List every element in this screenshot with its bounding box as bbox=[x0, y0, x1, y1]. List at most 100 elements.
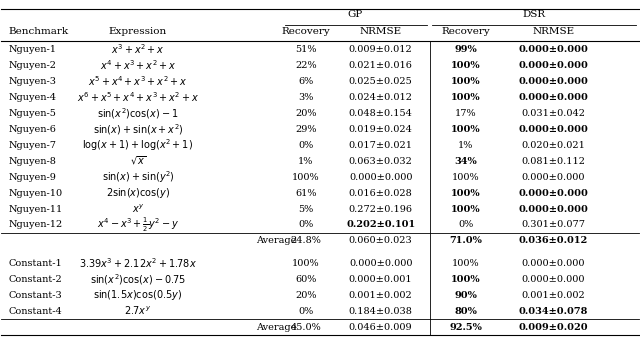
Text: Benchmark: Benchmark bbox=[8, 27, 68, 36]
Text: 1%: 1% bbox=[458, 141, 474, 150]
Text: 100%: 100% bbox=[451, 275, 481, 284]
Text: Expression: Expression bbox=[109, 27, 167, 36]
Text: 0.025±0.025: 0.025±0.025 bbox=[349, 77, 413, 86]
Text: 100%: 100% bbox=[451, 125, 481, 134]
Text: 0.000±0.000: 0.000±0.000 bbox=[349, 172, 412, 181]
Text: 100%: 100% bbox=[452, 172, 479, 181]
Text: NRMSE: NRMSE bbox=[360, 27, 402, 36]
Text: 0.060±0.023: 0.060±0.023 bbox=[349, 236, 413, 245]
Text: Nguyen-12: Nguyen-12 bbox=[8, 220, 63, 229]
Text: 60%: 60% bbox=[295, 275, 317, 284]
Text: 22%: 22% bbox=[295, 61, 317, 70]
Text: $x^5+x^4+x^3+x^2+x$: $x^5+x^4+x^3+x^2+x$ bbox=[88, 74, 188, 88]
Text: Average: Average bbox=[256, 323, 296, 332]
Text: Recovery: Recovery bbox=[441, 27, 490, 36]
Text: 80%: 80% bbox=[454, 307, 477, 316]
Text: 0.000±0.000: 0.000±0.000 bbox=[518, 93, 588, 102]
Text: 0.000±0.000: 0.000±0.000 bbox=[522, 172, 585, 181]
Text: 0.001±0.002: 0.001±0.002 bbox=[349, 291, 413, 300]
Text: 0.009±0.012: 0.009±0.012 bbox=[349, 45, 413, 54]
Text: 0.000±0.000: 0.000±0.000 bbox=[518, 188, 588, 198]
Text: 0.000±0.000: 0.000±0.000 bbox=[518, 61, 588, 70]
Text: 45.0%: 45.0% bbox=[291, 323, 321, 332]
Text: $\sin(x^2)\cos(x)-0.75$: $\sin(x^2)\cos(x)-0.75$ bbox=[90, 272, 186, 287]
Text: 99%: 99% bbox=[454, 45, 477, 54]
Text: 0.000±0.000: 0.000±0.000 bbox=[522, 275, 585, 284]
Text: 0%: 0% bbox=[298, 307, 314, 316]
Text: 0.000±0.001: 0.000±0.001 bbox=[349, 275, 413, 284]
Text: 0.017±0.021: 0.017±0.021 bbox=[349, 141, 413, 150]
Text: Nguyen-6: Nguyen-6 bbox=[8, 125, 56, 134]
Text: 3%: 3% bbox=[298, 93, 314, 102]
Text: 17%: 17% bbox=[455, 109, 476, 118]
Text: 0.000±0.000: 0.000±0.000 bbox=[349, 259, 412, 268]
Text: 100%: 100% bbox=[292, 172, 320, 181]
Text: $3.39x^3+2.12x^2+1.78x$: $3.39x^3+2.12x^2+1.78x$ bbox=[79, 256, 197, 270]
Text: 100%: 100% bbox=[451, 188, 481, 198]
Text: 100%: 100% bbox=[451, 61, 481, 70]
Text: 90%: 90% bbox=[454, 291, 477, 300]
Text: 0.001±0.002: 0.001±0.002 bbox=[521, 291, 585, 300]
Text: 51%: 51% bbox=[295, 45, 317, 54]
Text: Nguyen-10: Nguyen-10 bbox=[8, 188, 63, 198]
Text: 6%: 6% bbox=[298, 77, 314, 86]
Text: 0.024±0.012: 0.024±0.012 bbox=[349, 93, 413, 102]
Text: 0.301±0.077: 0.301±0.077 bbox=[521, 220, 585, 229]
Text: $x^4-x^3+\frac{1}{2}y^2-y$: $x^4-x^3+\frac{1}{2}y^2-y$ bbox=[97, 216, 179, 234]
Text: 100%: 100% bbox=[452, 259, 479, 268]
Text: 0.081±0.112: 0.081±0.112 bbox=[521, 157, 585, 166]
Text: 0%: 0% bbox=[298, 220, 314, 229]
Text: 100%: 100% bbox=[451, 77, 481, 86]
Text: 0.036±0.012: 0.036±0.012 bbox=[518, 236, 588, 245]
Text: 34%: 34% bbox=[454, 157, 477, 166]
Text: 0.000±0.000: 0.000±0.000 bbox=[518, 205, 588, 214]
Text: 0.000±0.000: 0.000±0.000 bbox=[522, 259, 585, 268]
Text: 0.016±0.028: 0.016±0.028 bbox=[349, 188, 413, 198]
Text: $x^3+x^2+x$: $x^3+x^2+x$ bbox=[111, 42, 165, 56]
Text: Nguyen-4: Nguyen-4 bbox=[8, 93, 56, 102]
Text: 100%: 100% bbox=[451, 205, 481, 214]
Text: Average: Average bbox=[256, 236, 296, 245]
Text: $\sin(x^2)\cos(x)-1$: $\sin(x^2)\cos(x)-1$ bbox=[97, 106, 179, 120]
Text: Nguyen-5: Nguyen-5 bbox=[8, 109, 56, 118]
Text: $\sin(x)+\sin(x+x^2)$: $\sin(x)+\sin(x+x^2)$ bbox=[93, 122, 183, 137]
Text: 0.063±0.032: 0.063±0.032 bbox=[349, 157, 413, 166]
Text: Nguyen-3: Nguyen-3 bbox=[8, 77, 56, 86]
Text: 0.000±0.000: 0.000±0.000 bbox=[518, 125, 588, 134]
Text: $x^y$: $x^y$ bbox=[132, 203, 144, 215]
Text: 0.000±0.000: 0.000±0.000 bbox=[518, 45, 588, 54]
Text: Constant-4: Constant-4 bbox=[8, 307, 62, 316]
Text: 0.202±0.101: 0.202±0.101 bbox=[346, 220, 415, 229]
Text: Nguyen-2: Nguyen-2 bbox=[8, 61, 56, 70]
Text: $x^6+x^5+x^4+x^3+x^2+x$: $x^6+x^5+x^4+x^3+x^2+x$ bbox=[77, 90, 199, 104]
Text: 0.184±0.038: 0.184±0.038 bbox=[349, 307, 413, 316]
Text: $\log(x+1)+\log(x^2+1)$: $\log(x+1)+\log(x^2+1)$ bbox=[83, 137, 193, 153]
Text: 0.019±0.024: 0.019±0.024 bbox=[349, 125, 413, 134]
Text: Constant-3: Constant-3 bbox=[8, 291, 62, 300]
Text: Constant-2: Constant-2 bbox=[8, 275, 62, 284]
Text: 5%: 5% bbox=[298, 205, 314, 214]
Text: $2.7x^y$: $2.7x^y$ bbox=[124, 305, 152, 317]
Text: Nguyen-9: Nguyen-9 bbox=[8, 172, 56, 181]
Text: 0.031±0.042: 0.031±0.042 bbox=[521, 109, 585, 118]
Text: GP: GP bbox=[348, 10, 363, 19]
Text: 29%: 29% bbox=[295, 125, 317, 134]
Text: 0.000±0.000: 0.000±0.000 bbox=[518, 77, 588, 86]
Text: $\sin(x)+\sin(y^2)$: $\sin(x)+\sin(y^2)$ bbox=[102, 169, 175, 185]
Text: $\sin(1.5x)\cos(0.5y)$: $\sin(1.5x)\cos(0.5y)$ bbox=[93, 288, 182, 302]
Text: 0.009±0.020: 0.009±0.020 bbox=[518, 323, 588, 332]
Text: 0.046±0.009: 0.046±0.009 bbox=[349, 323, 413, 332]
Text: 0.020±0.021: 0.020±0.021 bbox=[521, 141, 585, 150]
Text: Nguyen-8: Nguyen-8 bbox=[8, 157, 56, 166]
Text: DSR: DSR bbox=[522, 10, 545, 19]
Text: Recovery: Recovery bbox=[282, 27, 330, 36]
Text: 92.5%: 92.5% bbox=[449, 323, 482, 332]
Text: 20%: 20% bbox=[295, 291, 317, 300]
Text: $x^4+x^3+x^2+x$: $x^4+x^3+x^2+x$ bbox=[100, 58, 177, 72]
Text: 0.034±0.078: 0.034±0.078 bbox=[518, 307, 588, 316]
Text: 1%: 1% bbox=[298, 157, 314, 166]
Text: 20%: 20% bbox=[295, 109, 317, 118]
Text: 0%: 0% bbox=[458, 220, 473, 229]
Text: Constant-1: Constant-1 bbox=[8, 259, 62, 268]
Text: Nguyen-1: Nguyen-1 bbox=[8, 45, 56, 54]
